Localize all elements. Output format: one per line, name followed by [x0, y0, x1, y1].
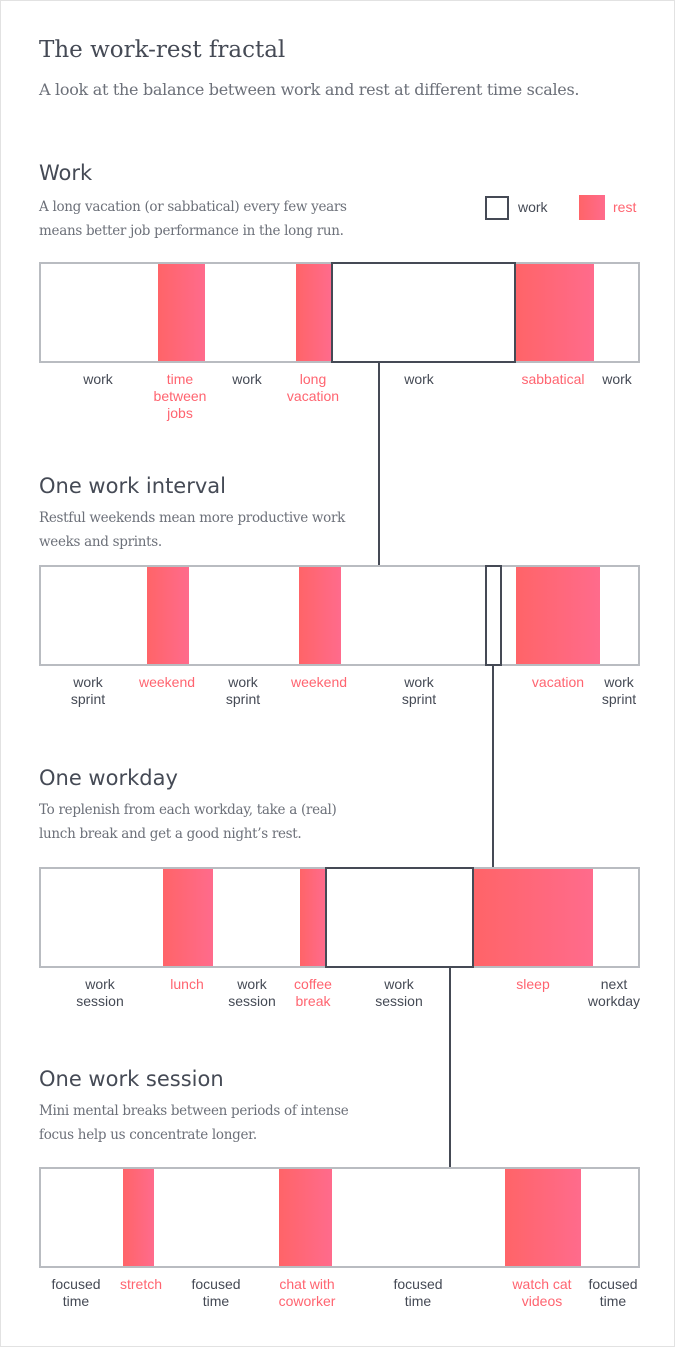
section-heading: One workday — [39, 766, 178, 790]
rest-segment — [516, 264, 594, 361]
work-segment-label: work session — [76, 976, 124, 1009]
work-segment-label: focused time — [393, 1276, 443, 1309]
section-description: To replenish from each workday, take a (… — [39, 802, 337, 842]
section-heading: One work interval — [39, 474, 226, 498]
zoom-highlight-box — [325, 867, 474, 968]
rest-segment-label: sleep — [516, 976, 550, 992]
rest-segment — [300, 869, 325, 966]
rest-segment-label: long vacation — [286, 371, 340, 404]
page-title: The work-rest fractal — [39, 37, 286, 63]
rest-segment — [147, 567, 189, 664]
timeline-bar — [39, 1167, 640, 1268]
work-segment-label: work — [602, 371, 632, 387]
rest-segment-label: vacation — [531, 674, 585, 690]
work-segment-label: work session — [375, 976, 423, 1009]
rest-segment — [158, 264, 205, 361]
work-segment-label: work — [404, 371, 434, 387]
rest-segment-label: coffee break — [294, 976, 332, 1009]
zoom-highlight-box — [485, 565, 502, 666]
rest-segment-label: chat with coworker — [278, 1276, 336, 1309]
zoom-connector-line — [449, 967, 451, 1167]
legend-rest-swatch — [579, 195, 605, 220]
rest-segment-label: watch cat videos — [512, 1276, 572, 1309]
work-segment-label: work — [232, 371, 262, 387]
work-segment-label: work sprint — [601, 674, 637, 707]
timeline-bar — [39, 565, 640, 666]
page-subtitle: A look at the balance between work and r… — [39, 80, 580, 99]
work-segment-label: next workday — [587, 976, 641, 1009]
rest-segment — [516, 567, 600, 664]
section-description: Restful weekends mean more productive wo… — [39, 510, 346, 550]
rest-segment — [279, 1169, 332, 1266]
timeline-bar — [39, 262, 640, 363]
work-segment-label: work sprint — [401, 674, 437, 707]
zoom-highlight-box — [331, 262, 516, 363]
rest-segment — [505, 1169, 581, 1266]
rest-segment-label: weekend — [138, 674, 196, 690]
rest-segment-label: stretch — [119, 1276, 163, 1292]
rest-segment — [163, 869, 213, 966]
rest-segment — [296, 264, 331, 361]
rest-segment — [123, 1169, 154, 1266]
rest-segment-label: weekend — [290, 674, 348, 690]
work-segment-label: focused time — [191, 1276, 241, 1309]
legend-rest-label: rest — [613, 199, 637, 215]
section-heading: Work — [39, 161, 93, 185]
section-heading: One work session — [39, 1067, 224, 1091]
rest-segment-label: lunch — [170, 976, 204, 992]
legend-work-swatch — [485, 196, 509, 220]
work-segment-label: focused time — [588, 1276, 638, 1309]
timeline-bar — [39, 867, 640, 968]
rest-segment-label: sabbatical — [521, 371, 585, 387]
work-segment-label: work sprint — [70, 674, 106, 707]
section-description: A long vacation (or sabbatical) every fe… — [39, 199, 347, 239]
zoom-connector-line — [378, 362, 380, 565]
work-segment-label: work sprint — [225, 674, 261, 707]
work-segment-label: focused time — [51, 1276, 101, 1309]
section-description: Mini mental breaks between periods of in… — [39, 1103, 349, 1143]
legend-work-label: work — [518, 199, 548, 215]
zoom-connector-line — [492, 665, 494, 867]
work-segment-label: work — [83, 371, 113, 387]
rest-segment — [474, 869, 593, 966]
rest-segment-label: time between jobs — [153, 371, 207, 421]
rest-segment — [299, 567, 341, 664]
work-segment-label: work session — [228, 976, 276, 1009]
